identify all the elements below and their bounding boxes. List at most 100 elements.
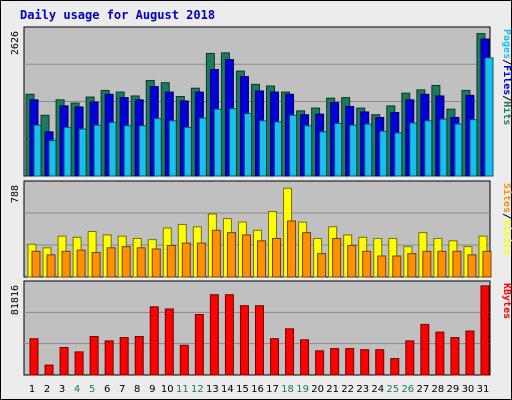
x-tick-day-26: 26 [401,384,414,395]
x-tick-day-18: 18 [281,384,294,395]
bar-sites-day-26 [407,253,417,278]
bar-kbytes-day-9 [149,306,159,376]
bar-kbytes-day-19 [300,339,310,376]
x-tick-day-3: 3 [59,384,65,395]
bar-sites-day-9 [151,248,161,278]
bar-sites-day-17 [272,237,282,278]
x-tick-day-10: 10 [161,384,174,395]
panel-kbytes: 81816 KBytes [10,280,512,376]
bar-sites-day-2 [46,254,56,278]
bar-kbytes-day-29 [450,337,460,376]
bar-kbytes-day-31 [480,285,490,376]
bar-kbytes-day-23 [360,349,370,376]
bar-kbytes-day-5 [89,335,99,376]
bar-kbytes-day-20 [315,350,325,376]
panel-hits-files-pages: 2626 Pages/Files/Hits [10,26,512,177]
bar-kbytes-day-7 [119,337,129,376]
bar-kbytes-day-1 [29,338,39,376]
x-tick-day-31: 31 [477,384,490,395]
panel-legend: Sites/Visits [501,183,512,255]
x-tick-day-7: 7 [119,384,125,395]
x-tick-day-4: 4 [74,384,80,395]
bar-kbytes-day-13 [209,294,219,376]
bar-kbytes-day-30 [465,330,475,376]
bar-kbytes-day-2 [44,364,54,376]
panel-visits-sites: 788 Sites/Visits [10,180,512,278]
legend-entry: KBytes [501,283,512,319]
x-tick-day-27: 27 [416,384,429,395]
bar-sites-day-21 [332,237,342,278]
bar-kbytes-day-4 [74,351,84,376]
x-tick-day-13: 13 [206,384,219,395]
bar-sites-day-23 [362,250,372,278]
x-tick-day-25: 25 [386,384,399,395]
bar-sites-day-19 [302,232,312,278]
x-tick-day-5: 5 [89,384,95,395]
x-tick-day-20: 20 [311,384,324,395]
bar-sites-day-20 [317,253,327,278]
bar-sites-day-29 [452,250,462,278]
x-tick-day-19: 19 [296,384,309,395]
y-max-label: 2626 [10,31,21,55]
bar-sites-day-6 [106,247,116,278]
x-tick-day-1: 1 [29,384,35,395]
bar-sites-day-27 [422,250,432,278]
y-max-label: 788 [10,185,21,203]
bar-kbytes-day-21 [330,348,340,376]
bar-sites-day-11 [181,242,191,278]
bar-sites-day-1 [31,250,41,278]
bar-kbytes-day-28 [435,331,445,376]
bar-kbytes-day-18 [285,328,295,376]
bar-kbytes-day-15 [239,305,249,376]
bar-kbytes-day-8 [134,335,144,376]
bar-sites-day-3 [61,250,71,278]
bar-sites-day-7 [121,246,131,278]
bar-kbytes-day-6 [104,340,114,376]
bar-kbytes-day-16 [254,305,264,376]
legend-entry: / [501,95,512,101]
x-tick-day-28: 28 [432,384,445,395]
bar-kbytes-day-10 [164,308,174,376]
legend-entry: / [501,213,512,219]
x-tick-day-2: 2 [44,384,50,395]
legend-entry: / [501,59,512,65]
bar-kbytes-day-24 [375,349,385,376]
x-tick-day-9: 9 [149,384,155,395]
bar-sites-day-31 [482,250,492,278]
bar-sites-day-28 [437,250,447,278]
bar-kbytes-day-12 [194,313,204,376]
bar-sites-day-4 [76,249,86,278]
x-tick-day-21: 21 [326,384,339,395]
legend-entry: Hits [501,101,512,125]
bar-sites-day-18 [287,220,297,278]
bar-sites-day-30 [467,254,477,278]
bar-kbytes-day-14 [224,294,234,376]
bar-sites-day-12 [196,242,206,278]
x-tick-day-14: 14 [221,384,234,395]
bar-sites-day-22 [347,244,357,278]
bar-kbytes-day-17 [270,338,280,376]
bar-sites-day-24 [377,255,387,278]
bar-sites-day-13 [211,229,221,278]
legend-entry: Sites [501,183,512,213]
x-tick-day-23: 23 [356,384,369,395]
legend-entry: Pages [501,29,512,59]
bar-kbytes-day-27 [420,323,430,376]
bar-sites-day-8 [136,247,146,278]
x-tick-day-16: 16 [251,384,264,395]
x-tick-day-22: 22 [341,384,354,395]
legend-entry: Visits [501,219,512,255]
panel-legend: Pages/Files/Hits [501,29,512,125]
x-tick-day-29: 29 [447,384,460,395]
x-tick-day-8: 8 [134,384,140,395]
x-axis-labels: 1 2 3 4 5 6 7 8 9 10 11 12 13 14 15 16 17 18 19 20 21 22 23 24 2… [29,384,490,395]
x-tick-day-17: 17 [266,384,279,395]
chart-title: Daily usage for August 2018 [20,8,215,22]
legend-entry: Files [501,65,512,95]
bar-kbytes-day-3 [59,346,69,376]
x-tick-day-11: 11 [176,384,189,395]
bar-kbytes-day-11 [179,344,189,376]
x-tick-day-6: 6 [104,384,110,395]
